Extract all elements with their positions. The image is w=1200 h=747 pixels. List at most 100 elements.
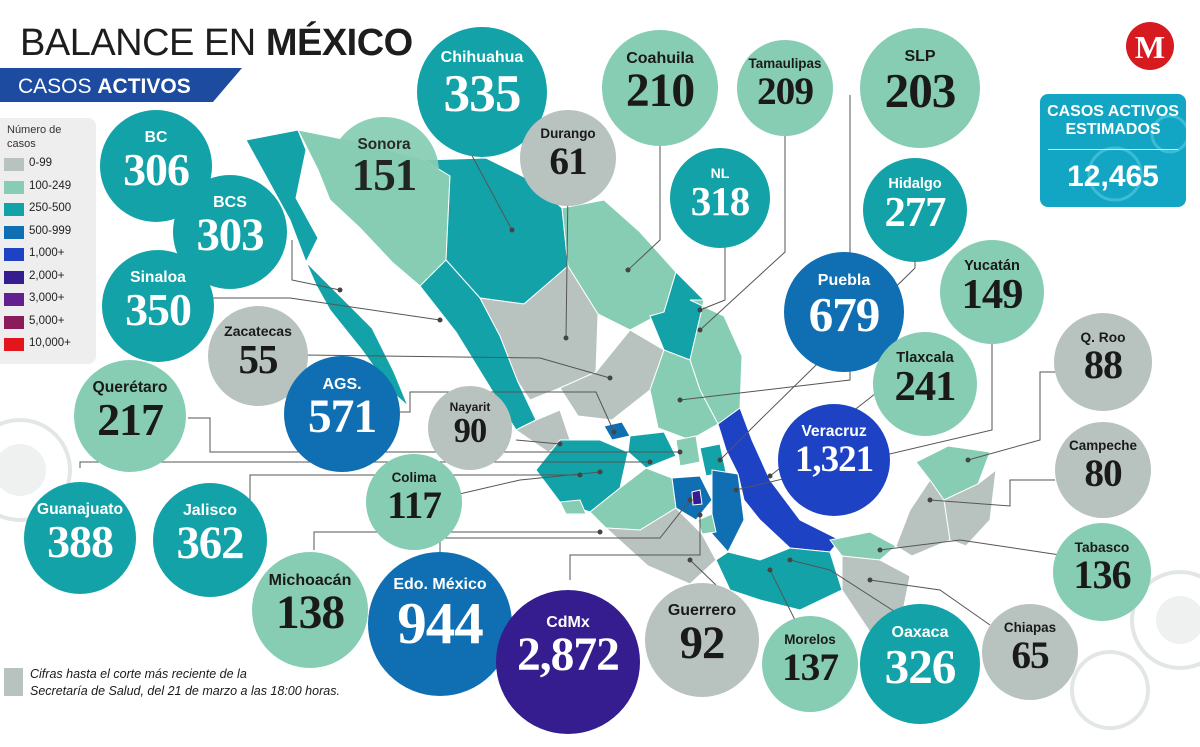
bubble-name: Colima: [391, 470, 437, 486]
state-tabasco: [829, 531, 897, 561]
state-guanajuato: [627, 431, 677, 469]
bubble-name: Edo. México: [393, 576, 487, 594]
bubble-value: 318: [690, 178, 751, 224]
bubble-name: BCS: [213, 194, 247, 212]
total-value: 12,465: [1067, 160, 1159, 193]
milenio-logo-icon: M: [1126, 22, 1174, 70]
bubble-tlaxcala: Tlaxcala 241: [873, 332, 977, 436]
bubble-name: Tlaxcala: [896, 349, 954, 366]
bubble-name: Guanajuato: [36, 501, 124, 519]
bubble-michoacan: Michoacán 138: [252, 552, 368, 668]
legend-label: 2,000+: [29, 269, 65, 282]
state-colima: [559, 499, 587, 515]
bubble-name: Nayarit: [449, 400, 491, 415]
bubble-durango: Durango 61: [520, 110, 616, 206]
bubble-name: AGS.: [322, 375, 362, 393]
bubble-name: Chihuahua: [440, 49, 524, 67]
bubble-value: 138: [275, 586, 345, 639]
bubble-value: 61: [549, 138, 587, 183]
total-label-line1: CASOS ACTIVOS: [1047, 103, 1179, 120]
bubble-guerrero: Guerrero 92: [645, 583, 759, 697]
legend-swatch: [4, 293, 24, 306]
bubble-colima: Colima 117: [366, 454, 462, 550]
legend-label: 0-99: [29, 157, 53, 169]
bubble-value: 55: [238, 336, 279, 382]
footnote-line1: Cifras hasta el corte más reciente de la: [30, 667, 247, 681]
bubble-chiapas: Chiapas 65: [982, 604, 1078, 700]
legend-swatch: [4, 248, 24, 261]
bubble-value: 2,872: [517, 629, 620, 682]
bubble-name: Michoacán: [268, 571, 352, 589]
page-subtitle: CASOS ACTIVOS: [18, 75, 191, 99]
bubble-name: Jalisco: [182, 502, 238, 520]
bubble-value: 210: [625, 64, 695, 117]
bubble-name: Hidalgo: [888, 175, 942, 192]
bubble-sonora: Sonora 151: [329, 117, 439, 227]
subtitle-light: CASOS: [18, 75, 98, 98]
legend-swatch: [4, 203, 24, 216]
bubble-value: 679: [808, 287, 881, 343]
title-bold: MÉXICO: [265, 22, 413, 64]
bubble-value: 217: [97, 393, 164, 445]
legend-title: Número de casos: [7, 124, 62, 150]
bubble-yucatan: Yucatán 149: [940, 240, 1044, 344]
bubble-value: 80: [1084, 450, 1122, 495]
legend-label: 3,000+: [29, 292, 65, 304]
bubble-name: Sinaloa: [130, 269, 186, 287]
bubble-value: 241: [894, 363, 957, 411]
bubble-name: Sonora: [357, 135, 411, 153]
bubble-value: 65: [1011, 632, 1049, 677]
state-qroo: [943, 468, 997, 547]
bubble-name: Morelos: [784, 632, 836, 648]
bubble-name: Durango: [540, 126, 596, 142]
state-morelos: [697, 513, 717, 535]
bubble-value: 90: [453, 412, 487, 451]
bubble-hidalgo: Hidalgo 277: [863, 158, 967, 262]
legend-label: 250-500: [29, 202, 72, 214]
bubble-cdmx: CdMx 2,872: [496, 590, 640, 734]
bubble-sinaloa: Sinaloa 350: [102, 250, 214, 362]
bubble-name: NL: [710, 165, 730, 181]
bubble-value: 326: [884, 639, 957, 695]
total-divider: [1048, 149, 1178, 150]
bubble-coahuila: Coahuila 210: [602, 30, 718, 146]
bubble-name: Q. Roo: [1080, 329, 1126, 345]
page-title: BALANCE EN MÉXICO: [20, 22, 413, 65]
bubble-value: 335: [443, 64, 522, 124]
bubble-veracruz: Veracruz 1,321: [778, 404, 890, 516]
bubble-campeche: Campeche 80: [1055, 422, 1151, 518]
bubble-value: 388: [47, 515, 114, 567]
bubble-qroo: Q. Roo 88: [1054, 313, 1152, 411]
bubble-name: Tabasco: [1074, 539, 1130, 555]
title-light: BALANCE EN: [20, 22, 266, 64]
state-guerrero: [604, 507, 717, 585]
bubble-queretaro: Querétaro 217: [74, 360, 186, 472]
bubble-tabasco: Tabasco 136: [1053, 523, 1151, 621]
bubble-value: 277: [884, 189, 947, 237]
total-estimated-box: [1040, 94, 1186, 207]
state-nayarit: [515, 409, 571, 453]
subtitle-bold: ACTIVOS: [97, 75, 191, 98]
bubble-edomex: Edo. México 944: [368, 552, 512, 696]
legend-label: 100-249: [29, 179, 72, 192]
bubble-value: 92: [679, 617, 726, 670]
state-bcs: [305, 261, 409, 407]
footnote: Cifras hasta el corte más reciente de la…: [30, 666, 350, 700]
bubble-name: Tamaulipas: [748, 56, 822, 72]
bubble-name: Puebla: [817, 272, 871, 290]
legend-swatch: [4, 158, 24, 171]
bubble-name: Querétaro: [92, 379, 168, 397]
state-oaxaca: [715, 547, 843, 611]
legend-swatch: [4, 270, 24, 284]
bubble-value: 1,321: [794, 437, 874, 479]
bubble-slp: SLP 203: [860, 28, 980, 148]
bubble-name: Veracruz: [801, 423, 867, 441]
bubble-name: Coahuila: [626, 49, 694, 67]
virus-pattern-icon: [1087, 114, 1186, 202]
bubble-value: 303: [196, 209, 264, 262]
legend-label: 5,000+: [29, 314, 65, 327]
state-bc: [245, 129, 319, 264]
legend-swatch: [4, 225, 24, 239]
bubble-value: 350: [125, 283, 192, 335]
bubble-nl: NL 318: [670, 148, 770, 248]
